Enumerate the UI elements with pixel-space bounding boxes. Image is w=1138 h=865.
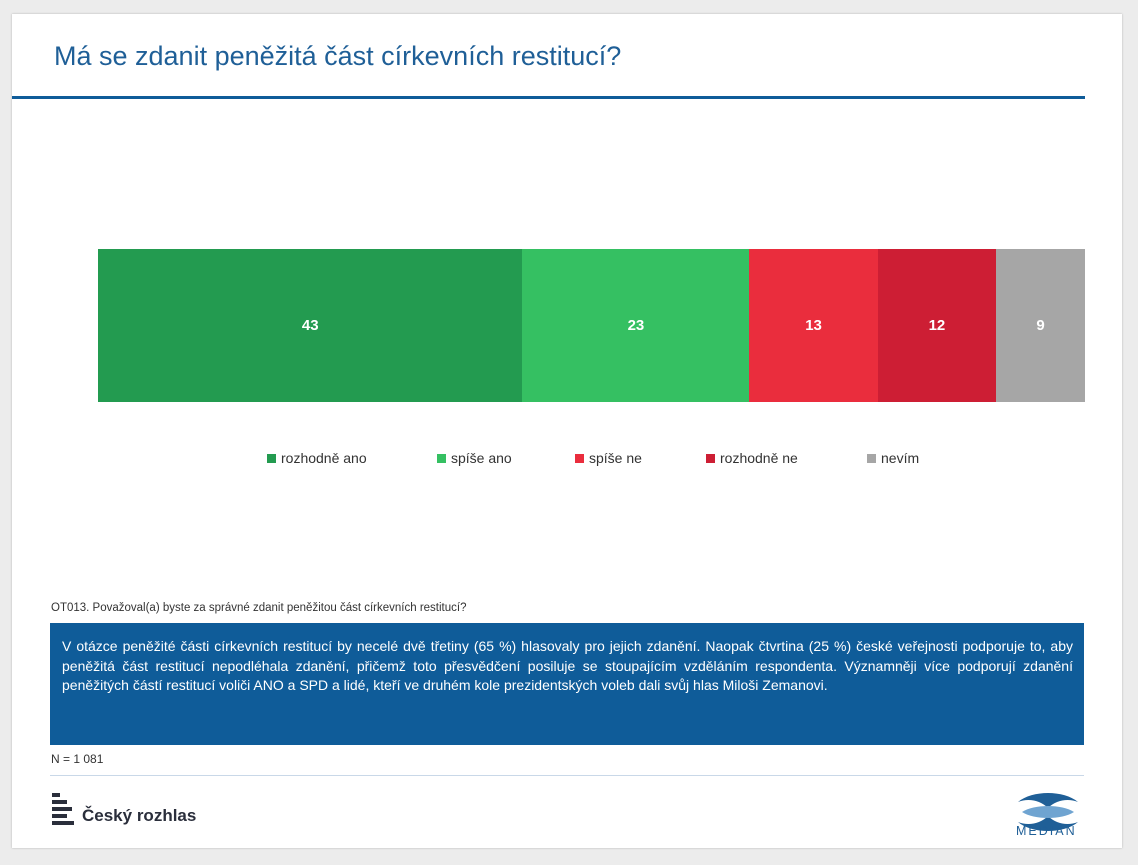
bar-segment: 12 — [877, 249, 997, 402]
cesky-rozhlas-logo: Český rozhlas — [52, 793, 196, 826]
legend-label: spíše ano — [451, 450, 512, 466]
bar-segment: 43 — [98, 249, 523, 402]
stacked-bar-chart: 43 23 13 12 9 — [98, 249, 1085, 402]
legend-swatch — [437, 453, 446, 463]
title-divider — [12, 96, 1085, 99]
cesky-rozhlas-icon — [52, 793, 74, 825]
legend-item: nevím — [867, 450, 919, 466]
data-label: 9 — [1036, 317, 1045, 334]
data-label: 43 — [301, 317, 319, 334]
legend-swatch — [575, 453, 584, 463]
median-logo-icon — [1018, 793, 1078, 831]
legend-label: rozhodně ano — [281, 450, 367, 466]
data-label: 12 — [928, 317, 946, 334]
bar-segment: 13 — [749, 249, 878, 402]
legend-label: rozhodně ne — [720, 450, 798, 466]
page-title: Má se zdanit peněžitá část církevních re… — [54, 41, 622, 71]
summary-box: V otázce peněžité části církevních resti… — [50, 623, 1084, 745]
legend-swatch — [867, 453, 876, 463]
bar-segment: 9 — [996, 249, 1085, 402]
legend-item: rozhodně ne — [706, 450, 798, 466]
footer-divider — [50, 775, 1084, 776]
summary-text: V otázce peněžité části církevních resti… — [62, 638, 1073, 693]
legend-label: spíše ne — [589, 450, 642, 466]
data-label: 13 — [805, 317, 822, 334]
legend-item: spíše ano — [437, 450, 512, 466]
data-label: 23 — [627, 317, 645, 334]
bar-segment: 23 — [522, 249, 750, 402]
cesky-rozhlas-name: Český rozhlas — [82, 805, 197, 825]
legend-swatch — [267, 453, 276, 463]
legend-item: spíše ne — [575, 450, 642, 466]
legend-item: rozhodně ano — [267, 450, 367, 466]
question-text: OT013. Považoval(a) byste za správné zda… — [51, 602, 467, 614]
sample-size: N = 1 081 — [51, 752, 104, 766]
legend-label: nevím — [881, 450, 920, 466]
legend-swatch — [706, 453, 715, 463]
slide: Má se zdanit peněžitá část církevních re… — [12, 14, 1122, 848]
median-name: MEDIAN — [1016, 824, 1077, 838]
